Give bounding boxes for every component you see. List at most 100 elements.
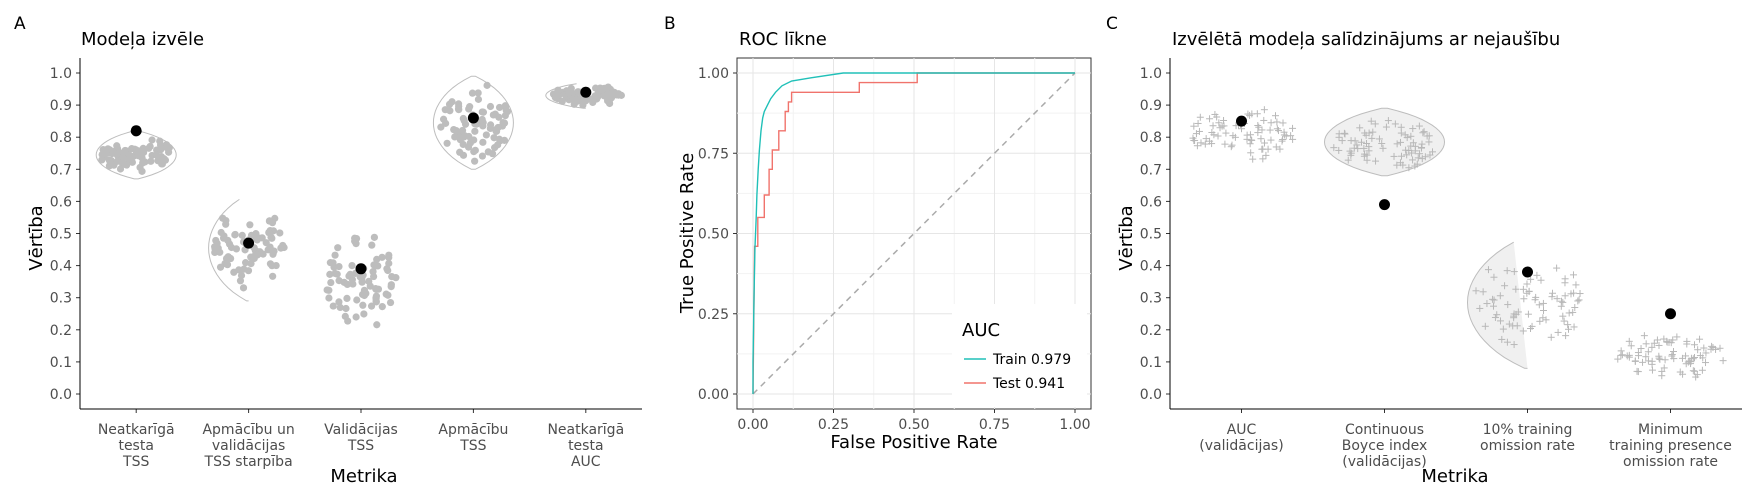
jitter-point (163, 143, 171, 152)
jitter-point (1644, 348, 1652, 356)
y-tick-label: 0.8 (1140, 130, 1162, 146)
jitter-point (495, 103, 504, 112)
jitter-point (1559, 312, 1567, 320)
x-tick-label: Minimum training presence omission rate (1609, 422, 1732, 470)
jitter-point (1409, 125, 1417, 133)
jitter-point (116, 165, 125, 173)
jitter-point (1338, 137, 1346, 145)
jitter-point (1276, 145, 1284, 153)
jitter-point (1208, 140, 1216, 148)
jitter-point (1274, 127, 1282, 135)
jitter-point (269, 272, 277, 280)
jitter-point (1347, 151, 1355, 159)
jitter-point (1528, 322, 1536, 330)
jitter-point (1496, 317, 1504, 325)
jitter-point (1417, 144, 1425, 152)
jitter-point (486, 102, 495, 111)
jitter-point (1254, 129, 1262, 137)
jitter-point (1418, 155, 1426, 163)
jitter-point (1382, 123, 1390, 131)
jitter-point (344, 317, 352, 325)
jitter-point (1554, 328, 1562, 336)
jitter-point (1658, 372, 1666, 380)
jitter-point (1614, 355, 1622, 363)
jitter-point (1564, 321, 1572, 329)
jitter-point (1194, 119, 1202, 127)
jitter-point (1425, 138, 1433, 146)
jitter-point (331, 251, 339, 259)
jitter-point (565, 89, 573, 97)
jitter-point (372, 285, 380, 293)
jitter-point (474, 89, 482, 97)
jitter-point (139, 159, 147, 167)
jitter-point (1259, 155, 1267, 163)
jitter-point (1375, 135, 1383, 143)
jitter-point (1413, 160, 1421, 168)
jitter-point (1501, 282, 1509, 290)
jitter-point (1673, 333, 1681, 341)
panel-a-xlabel: Metrika (330, 466, 397, 487)
jitter-point (1570, 323, 1578, 331)
jitter-point (1266, 126, 1274, 134)
jitter-point (1253, 110, 1261, 118)
jitter-point (276, 229, 284, 237)
jitter-point (1505, 320, 1513, 328)
jitter-point (343, 294, 351, 302)
jitter-point (1576, 290, 1584, 298)
jitter-point (459, 151, 468, 159)
jitter-point (1655, 341, 1663, 349)
jitter-point (1255, 123, 1263, 131)
jitter-point (1396, 159, 1404, 167)
jitter-point (1564, 325, 1572, 333)
x-tick-label: Validācijas TSS (324, 422, 398, 454)
jitter-point (213, 239, 221, 248)
jitter-point (1379, 144, 1387, 152)
jitter-point (1716, 344, 1724, 352)
jitter-point (1271, 112, 1279, 120)
jitter-point (1523, 280, 1531, 288)
x-tick-label: 1.00 (1059, 417, 1090, 433)
roc-test-line (752, 72, 1075, 395)
jitter-point (1574, 297, 1582, 305)
y-tick-label: 0.2 (1140, 323, 1162, 339)
jitter-point (1634, 349, 1642, 357)
jitter-point (219, 214, 227, 222)
jitter-point (1562, 332, 1570, 340)
jitter-point (335, 298, 343, 306)
jitter-point (1220, 116, 1228, 124)
jitter-point (1346, 147, 1354, 155)
jitter-point (1642, 340, 1650, 348)
jitter-point (1527, 275, 1535, 283)
y-tick-label: 0.5 (50, 227, 72, 243)
jitter-point (478, 115, 486, 124)
jitter-point (1670, 348, 1678, 356)
legend: AUC Train 0.979 Test 0.941 (952, 304, 1087, 407)
jitter-point (1405, 164, 1413, 172)
jitter-point (222, 220, 230, 228)
y-tick-label: 0.8 (50, 130, 72, 146)
jitter-point (1420, 128, 1428, 136)
x-tick-label: Neatkarīgā testa TSS (98, 422, 175, 470)
jitter-point (1490, 296, 1498, 304)
jitter-point (1206, 115, 1214, 123)
jitter-point (1428, 148, 1436, 156)
jitter-point (1405, 146, 1413, 154)
jitter-point (479, 122, 487, 130)
jitter-point (1660, 364, 1668, 372)
jitter-point (247, 260, 255, 268)
jitter-point (1335, 146, 1343, 154)
jitter-point (489, 111, 497, 119)
panel-b: B ROC līkne 0.00 0.25 0.50 0.75 1.00 0.00 0.2… (664, 14, 1092, 453)
jitter-point (106, 158, 114, 166)
jitter-point (235, 266, 243, 274)
jitter-point (483, 81, 491, 89)
jitter-point (1637, 345, 1645, 353)
jitter-point (1289, 124, 1297, 132)
jitter-point (1496, 292, 1504, 300)
jitter-point (1702, 349, 1710, 357)
jitter-point (617, 91, 625, 99)
jitter-point (1371, 120, 1379, 128)
jitter-point (1247, 136, 1255, 144)
jitter-point (1360, 144, 1368, 152)
jitter-point (1679, 370, 1687, 378)
